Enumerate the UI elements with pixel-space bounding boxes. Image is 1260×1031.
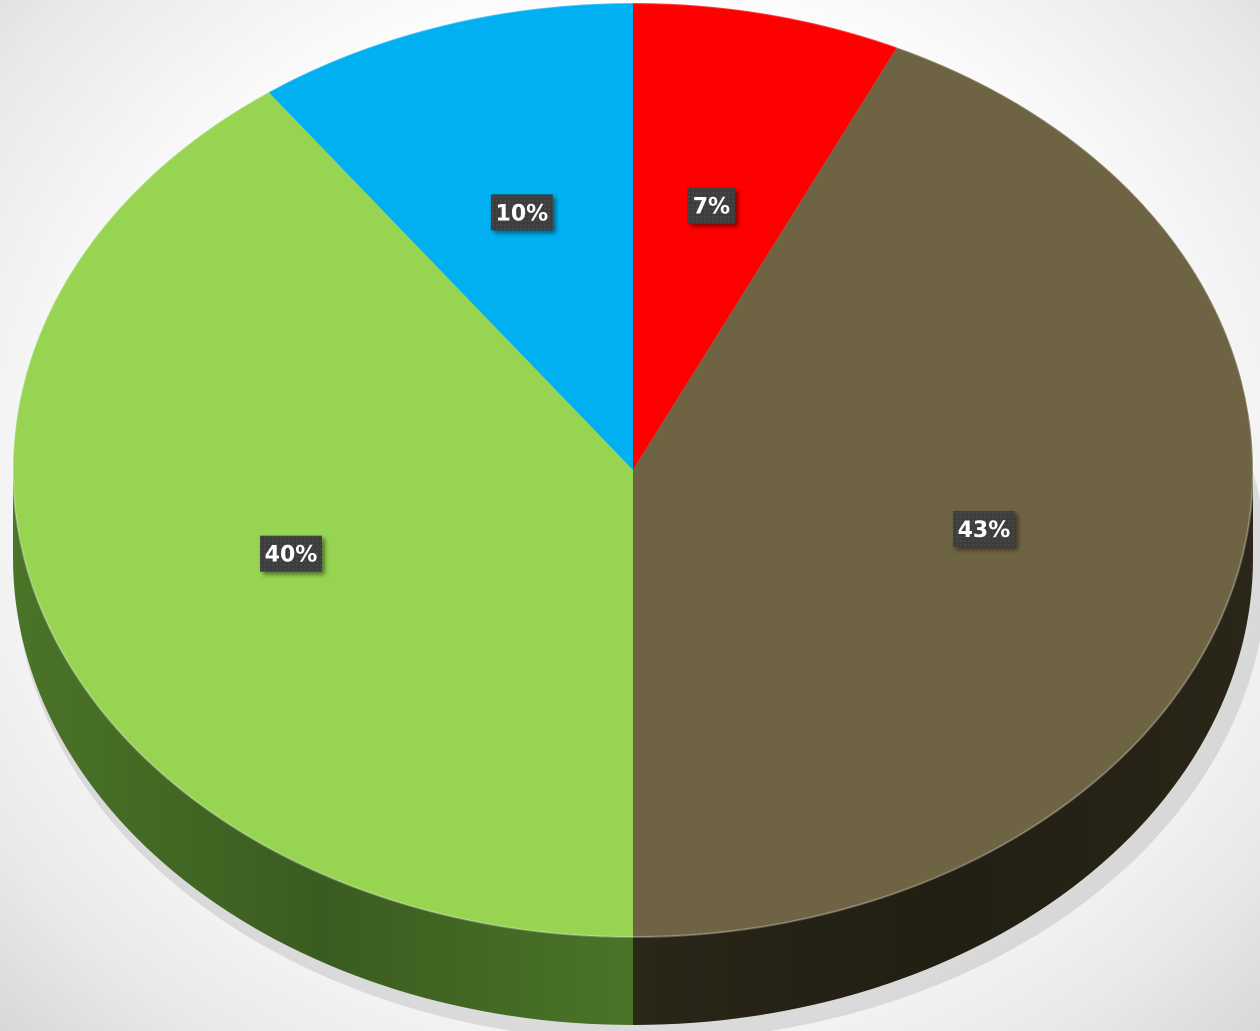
data-label-text: 10%	[496, 201, 549, 226]
data-label-text: 7%	[693, 195, 730, 220]
data-label: 43%	[952, 511, 1015, 548]
data-label: 40%	[260, 535, 323, 572]
data-label-box	[490, 194, 553, 231]
pie-slice-side-shade	[633, 470, 1253, 1025]
pie-rim	[12, 2, 1254, 938]
data-label: 10%	[490, 194, 553, 231]
data-label-text: 40%	[265, 543, 318, 568]
pie-slice-side-shade	[13, 470, 633, 1025]
data-label-box	[952, 511, 1015, 548]
data-label-text: 43%	[958, 518, 1011, 543]
pie-slice	[633, 47, 1253, 938]
pie-slice	[633, 3, 897, 470]
data-label-box	[687, 187, 736, 224]
data-label-box	[260, 535, 323, 572]
data-label: 7%	[687, 187, 736, 224]
pie-slice	[268, 3, 633, 470]
pie-slice	[13, 92, 633, 937]
